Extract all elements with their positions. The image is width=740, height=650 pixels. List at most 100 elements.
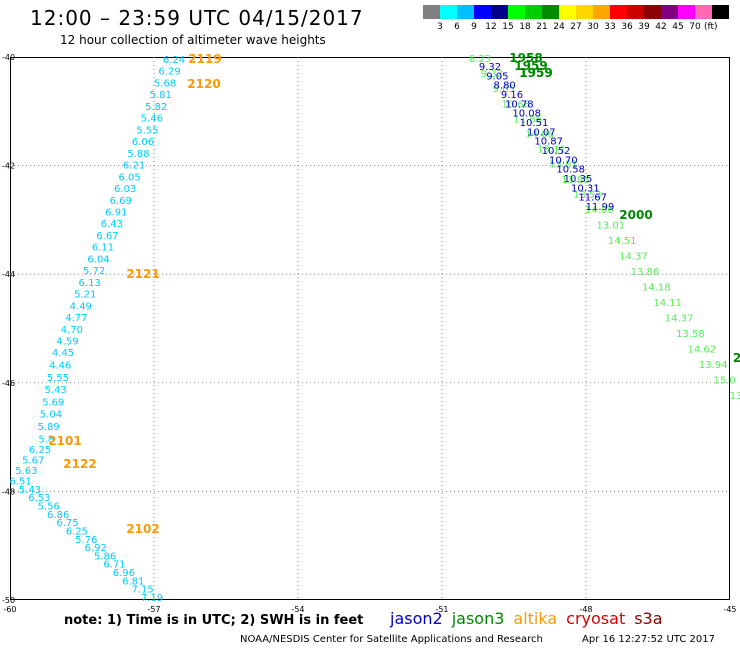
colorbar-swatch [508, 5, 525, 19]
colorbar-swatch [661, 5, 678, 19]
colorbar-swatch [474, 5, 491, 19]
swh-value: 5.68 [154, 78, 176, 89]
swh-value: 4.46 [49, 360, 71, 371]
swh-value: 10.87 [534, 137, 563, 148]
swh-value: 11.86 [513, 114, 542, 125]
lon-tick-label: -51 [435, 605, 448, 614]
swh-value: 4.45 [52, 348, 74, 359]
colorbar-swatch [593, 5, 610, 19]
swh-value: 6.43 [101, 219, 123, 230]
swh-value: 6.04 [87, 254, 109, 265]
colorbar-label: 15 [502, 22, 514, 32]
swh-value: 5.72 [83, 266, 105, 277]
swh-value: 11.67 [578, 193, 607, 204]
lon-tick-label: -54 [291, 605, 304, 614]
swh-value: 10.70 [549, 155, 578, 166]
swh-value: 10.51 [520, 118, 549, 129]
swh-value: 10.07 [527, 127, 556, 138]
swh-value: 6.21 [123, 161, 145, 172]
lat-tick-label: -42 [2, 162, 15, 171]
swh-value: 9.32 [481, 69, 503, 80]
swh-value: 10.58 [556, 165, 585, 176]
swh-value: 10.08 [512, 109, 541, 120]
swh-value: 5.69 [42, 397, 64, 408]
pass-time-label: 2 [733, 351, 740, 365]
swh-value: 15.0 [713, 375, 735, 386]
swh-value: 14.06 [525, 129, 554, 140]
swh-value: 6.51 [9, 477, 31, 488]
colorbar-swatch [695, 5, 712, 19]
colorbar-label: 45 [672, 22, 684, 32]
swh-value: 6.29 [158, 67, 180, 78]
lon-tick-label: -57 [147, 605, 160, 614]
pass-time-label: 1959 [514, 59, 547, 73]
swh-value: 6.67 [96, 231, 118, 242]
swh-value: 13.58 [676, 329, 705, 340]
map-plot-frame [10, 57, 730, 600]
swh-value: 6.69 [110, 196, 132, 207]
colorbar-swatch [457, 5, 474, 19]
swh-value: 14.37 [619, 251, 648, 262]
swh-value: 6.24 [163, 55, 185, 66]
colorbar-swatch [423, 5, 440, 19]
swh-value: 9.05 [486, 71, 508, 82]
colorbar-label: 42 [655, 22, 667, 32]
pass-time-label: 1959 [519, 66, 552, 80]
satellite-legend: jason2 jason3 altika cryosat s3a [390, 609, 672, 628]
swh-value: 6.05 [118, 172, 140, 183]
lon-tick-label: -48 [579, 605, 592, 614]
legend-entry-jason2: jason2 [390, 609, 443, 628]
generation-timestamp: Apr 16 12:27:52 UTC 2017 [582, 634, 715, 645]
swh-value: 13.86 [631, 267, 660, 278]
lat-tick-label: -50 [2, 596, 15, 605]
colorbar-label: 27 [570, 22, 582, 32]
colorbar-label: 18 [519, 22, 531, 32]
swh-value: 6.11 [92, 243, 114, 254]
colorbar-swatch [678, 5, 695, 19]
page-subtitle: 12 hour collection of altimeter wave hei… [60, 33, 326, 47]
colorbar-label: 24 [553, 22, 565, 32]
swh-value: 4.59 [56, 337, 78, 348]
lat-tick-label: -46 [2, 379, 15, 388]
colorbar-unit: (ft) [704, 22, 718, 32]
colorbar-swatch [559, 5, 576, 19]
pass-time-label: 2102 [126, 522, 159, 536]
swh-value: 6.06 [132, 137, 154, 148]
swh-value: 6.03 [114, 184, 136, 195]
legend-entry-altika: altika [513, 609, 558, 628]
lat-tick-label: -44 [2, 270, 15, 279]
swh-value: 5.63 [15, 466, 37, 477]
swh-value: 8.23 [469, 54, 491, 65]
swh-value: 6.86 [47, 510, 69, 521]
swh-value: 5.55 [136, 125, 158, 136]
swh-value: 5.04 [40, 410, 62, 421]
swh-value: 11.99 [586, 202, 615, 213]
swh-value: 4.70 [61, 325, 83, 336]
swh-value: 6.71 [103, 560, 125, 571]
swh-value: 14.62 [688, 344, 717, 355]
swh-value: 5.43 [19, 485, 41, 496]
colorbar-swatch [610, 5, 627, 19]
swh-value: 14.51 [608, 236, 637, 247]
swh-value: 6.96 [113, 568, 135, 579]
page-title: 12:00 – 23:59 UTC 04/15/2017 [30, 6, 364, 30]
units-note: note: 1) Time is in UTC; 2) SWH is in fe… [64, 613, 364, 628]
swh-value: 13.01 [597, 220, 626, 231]
swh-value: 14.11 [653, 298, 682, 309]
colorbar-label: 21 [536, 22, 548, 32]
swh-value: 6.81 [122, 576, 144, 587]
swh-value: 6.91 [105, 207, 127, 218]
swh-value: 6.25 [29, 445, 51, 456]
colorbar-swatch [712, 5, 729, 19]
swh-value: 14.37 [665, 313, 694, 324]
swh-value: 8.80 [494, 81, 516, 92]
colorbar-label: 30 [587, 22, 599, 32]
pass-time-label: 2121 [126, 267, 159, 281]
swh-value: 10.78 [505, 99, 534, 110]
colorbar-swatch [525, 5, 542, 19]
swh-value: 7.19 [141, 593, 163, 604]
altimeter-map: -60 -57 -54 -51 -48 -45 -40 -42 -44 -46 -48 -50 6.24… [2, 51, 740, 614]
swh-value: 10.68 [501, 99, 530, 110]
swh-value: 14.18 [642, 282, 671, 293]
swh-value: 5.88 [127, 149, 149, 160]
